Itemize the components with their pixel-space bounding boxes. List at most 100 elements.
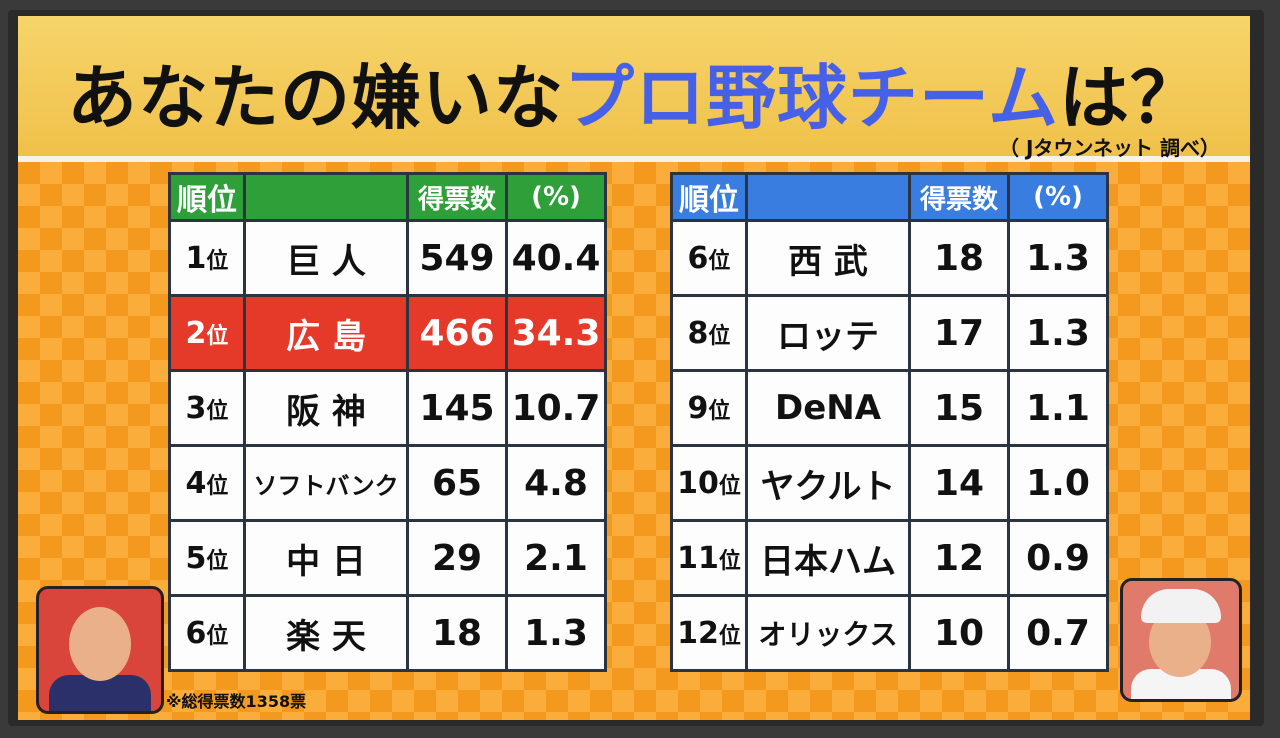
rank-suffix: 位 bbox=[206, 398, 229, 424]
title-part-1: あなたの嫌いな bbox=[67, 57, 565, 139]
rank-cell: 9位 bbox=[670, 369, 748, 447]
rank-cell: 6位 bbox=[168, 594, 246, 672]
rank-suffix: 位 bbox=[718, 473, 741, 499]
rank-number: 10 bbox=[677, 465, 719, 501]
avatar-body bbox=[49, 675, 151, 711]
rank-cell: 12位 bbox=[670, 594, 748, 672]
rank-suffix: 位 bbox=[708, 323, 731, 349]
table-row: 1位 巨 人 549 40.4 bbox=[168, 219, 607, 297]
cap-icon bbox=[1141, 589, 1221, 623]
vote-percent: 1.3 bbox=[1007, 219, 1109, 297]
vote-count: 549 bbox=[406, 219, 508, 297]
commentator-avatar-left bbox=[36, 586, 164, 714]
avatar-head bbox=[69, 607, 131, 681]
ranking-table-left: 順位 得票数 (%) 1位 巨 人 549 40.4 2位 広 島 466 34… bbox=[168, 172, 607, 672]
vote-percent: 40.4 bbox=[505, 219, 607, 297]
rank-number: 1 bbox=[185, 240, 207, 276]
vote-count: 12 bbox=[908, 519, 1010, 597]
table-row: 5位 中 日 29 2.1 bbox=[168, 519, 607, 597]
header-team bbox=[243, 172, 409, 222]
rank-cell: 11位 bbox=[670, 519, 748, 597]
rank-cell: 5位 bbox=[168, 519, 246, 597]
vote-percent: 0.9 bbox=[1007, 519, 1109, 597]
page-title: あなたの嫌いなプロ野球チームは？ bbox=[18, 42, 1250, 143]
rank-cell: 1位 bbox=[168, 219, 246, 297]
title-banner: あなたの嫌いなプロ野球チームは？ （ Jタウンネット 調べ） bbox=[18, 16, 1250, 162]
vote-percent: 34.3 bbox=[505, 294, 607, 372]
vote-count: 17 bbox=[908, 294, 1010, 372]
vote-count: 18 bbox=[908, 219, 1010, 297]
team-name: 西 武 bbox=[745, 219, 911, 297]
rank-suffix: 位 bbox=[206, 473, 229, 499]
vote-count: 18 bbox=[406, 594, 508, 672]
rank-number: 6 bbox=[687, 240, 709, 276]
rank-suffix: 位 bbox=[206, 323, 229, 349]
rank-cell: 4位 bbox=[168, 444, 246, 522]
vote-count: 65 bbox=[406, 444, 508, 522]
team-name: DeNA bbox=[745, 369, 911, 447]
rank-number: 2 bbox=[185, 315, 207, 351]
team-name: 楽 天 bbox=[243, 594, 409, 672]
team-name: 阪 神 bbox=[243, 369, 409, 447]
team-name: ロッテ bbox=[745, 294, 911, 372]
rank-cell: 3位 bbox=[168, 369, 246, 447]
vote-percent: 1.1 bbox=[1007, 369, 1109, 447]
team-name: 日本ハム bbox=[745, 519, 911, 597]
rank-suffix: 位 bbox=[708, 248, 731, 274]
rank-number: 3 bbox=[185, 390, 207, 426]
rank-number: 9 bbox=[687, 390, 709, 426]
table-row: 12位 オリックス 10 0.7 bbox=[670, 594, 1109, 672]
rank-suffix: 位 bbox=[206, 623, 229, 649]
vote-count: 145 bbox=[406, 369, 508, 447]
team-name: ヤクルト bbox=[745, 444, 911, 522]
header-rank: 順位 bbox=[168, 172, 246, 222]
table-header-row: 順位 得票数 (%) bbox=[168, 172, 607, 222]
vote-percent: 0.7 bbox=[1007, 594, 1109, 672]
table-row: 8位 ロッテ 17 1.3 bbox=[670, 294, 1109, 372]
team-name: 中 日 bbox=[243, 519, 409, 597]
vote-percent: 10.7 bbox=[505, 369, 607, 447]
vote-percent: 1.3 bbox=[505, 594, 607, 672]
title-part-3: は？ bbox=[1058, 57, 1201, 139]
rank-number: 4 bbox=[185, 465, 207, 501]
rank-cell: 10位 bbox=[670, 444, 748, 522]
header-rank: 順位 bbox=[670, 172, 748, 222]
team-name: 巨 人 bbox=[243, 219, 409, 297]
rank-suffix: 位 bbox=[718, 623, 741, 649]
header-votes: 得票数 bbox=[406, 172, 508, 222]
vote-count: 10 bbox=[908, 594, 1010, 672]
vote-count: 29 bbox=[406, 519, 508, 597]
rank-number: 6 bbox=[185, 615, 207, 651]
table-row: 10位 ヤクルト 14 1.0 bbox=[670, 444, 1109, 522]
rank-suffix: 位 bbox=[708, 398, 731, 424]
total-votes-note: ※総得票数1358票 bbox=[166, 692, 307, 711]
table-header-row: 順位 得票数 (%) bbox=[670, 172, 1109, 222]
vote-percent: 2.1 bbox=[505, 519, 607, 597]
vote-count: 466 bbox=[406, 294, 508, 372]
table-row: 11位 日本ハム 12 0.9 bbox=[670, 519, 1109, 597]
header-percent: (%) bbox=[1007, 172, 1109, 222]
table-row: 3位 阪 神 145 10.7 bbox=[168, 369, 607, 447]
header-team bbox=[745, 172, 911, 222]
title-part-2: プロ野球チーム bbox=[564, 57, 1059, 139]
table-row: 9位 DeNA 15 1.1 bbox=[670, 369, 1109, 447]
rank-cell: 8位 bbox=[670, 294, 748, 372]
source-credit: （ Jタウンネット 調べ） bbox=[999, 136, 1220, 160]
rank-number: 12 bbox=[677, 615, 719, 651]
vote-count: 15 bbox=[908, 369, 1010, 447]
rank-number: 5 bbox=[185, 540, 207, 576]
vote-percent: 1.3 bbox=[1007, 294, 1109, 372]
vote-percent: 4.8 bbox=[505, 444, 607, 522]
rank-number: 11 bbox=[677, 540, 719, 576]
team-name: オリックス bbox=[745, 594, 911, 672]
commentator-avatar-right bbox=[1120, 578, 1242, 702]
vote-percent: 1.0 bbox=[1007, 444, 1109, 522]
table-row: 6位 西 武 18 1.3 bbox=[670, 219, 1109, 297]
rank-cell: 6位 bbox=[670, 219, 748, 297]
vote-count: 14 bbox=[908, 444, 1010, 522]
header-votes: 得票数 bbox=[908, 172, 1010, 222]
ranking-table-right: 順位 得票数 (%) 6位 西 武 18 1.3 8位 ロッテ 17 1.3 9… bbox=[670, 172, 1109, 672]
team-name: ソフトバンク bbox=[243, 444, 409, 522]
table-row-highlighted: 2位 広 島 466 34.3 bbox=[168, 294, 607, 372]
header-percent: (%) bbox=[505, 172, 607, 222]
